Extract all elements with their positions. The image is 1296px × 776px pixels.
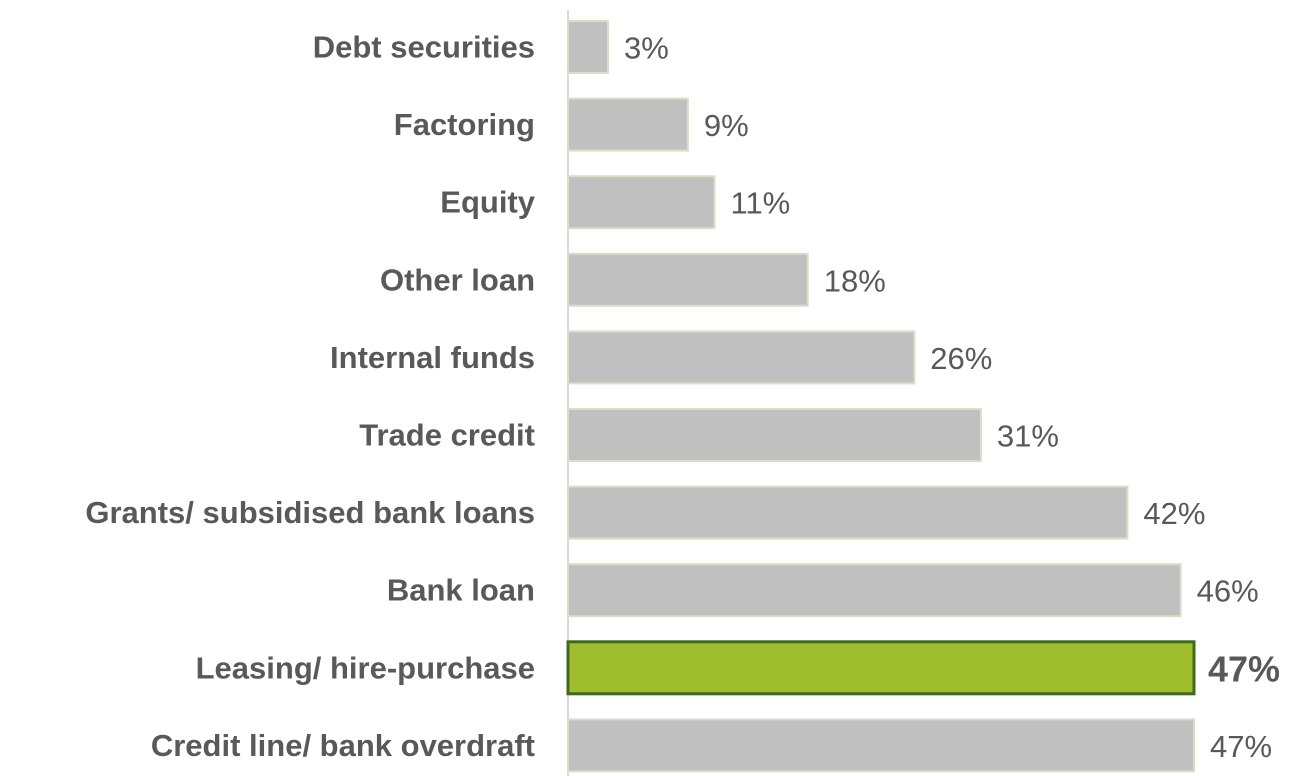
category-label: Leasing/ hire-purchase	[196, 650, 535, 685]
bar	[567, 97, 689, 152]
value-label: 47%	[1210, 729, 1272, 764]
value-label: 9%	[704, 108, 749, 143]
value-labels-group: 3% 9% 11% 18% 26% 31% 42% 46% 47% 47%	[624, 31, 1280, 764]
category-label: Other loan	[380, 262, 535, 297]
value-label: 46%	[1197, 574, 1259, 609]
value-label-highlighted: 47%	[1208, 648, 1280, 689]
category-label: Debt securities	[313, 30, 535, 65]
category-labels-group: Debt securities Factoring Equity Other loan…	[85, 30, 535, 763]
bar	[567, 20, 609, 74]
value-label: 11%	[731, 186, 791, 221]
bar	[567, 175, 716, 230]
category-label: Grants/ subsidised bank loans	[85, 495, 535, 530]
category-label: Factoring	[394, 107, 535, 142]
category-label: Bank loan	[387, 573, 535, 608]
category-label: Equity	[440, 185, 535, 220]
category-label: Internal funds	[330, 340, 535, 375]
category-label: Trade credit	[359, 418, 535, 453]
bar-highlighted	[566, 640, 1196, 696]
value-label: 26%	[930, 341, 992, 376]
value-label: 42%	[1143, 496, 1205, 531]
bar	[567, 563, 1182, 618]
value-label: 18%	[824, 263, 886, 298]
bar	[567, 485, 1129, 540]
category-label: Credit line/ bank overdraft	[151, 728, 535, 763]
bar	[567, 718, 1195, 773]
value-label: 3%	[624, 31, 669, 66]
bars-group	[566, 20, 1196, 773]
bar	[567, 330, 916, 385]
bar	[567, 252, 809, 307]
bar	[567, 408, 982, 462]
value-label: 31%	[997, 419, 1059, 454]
